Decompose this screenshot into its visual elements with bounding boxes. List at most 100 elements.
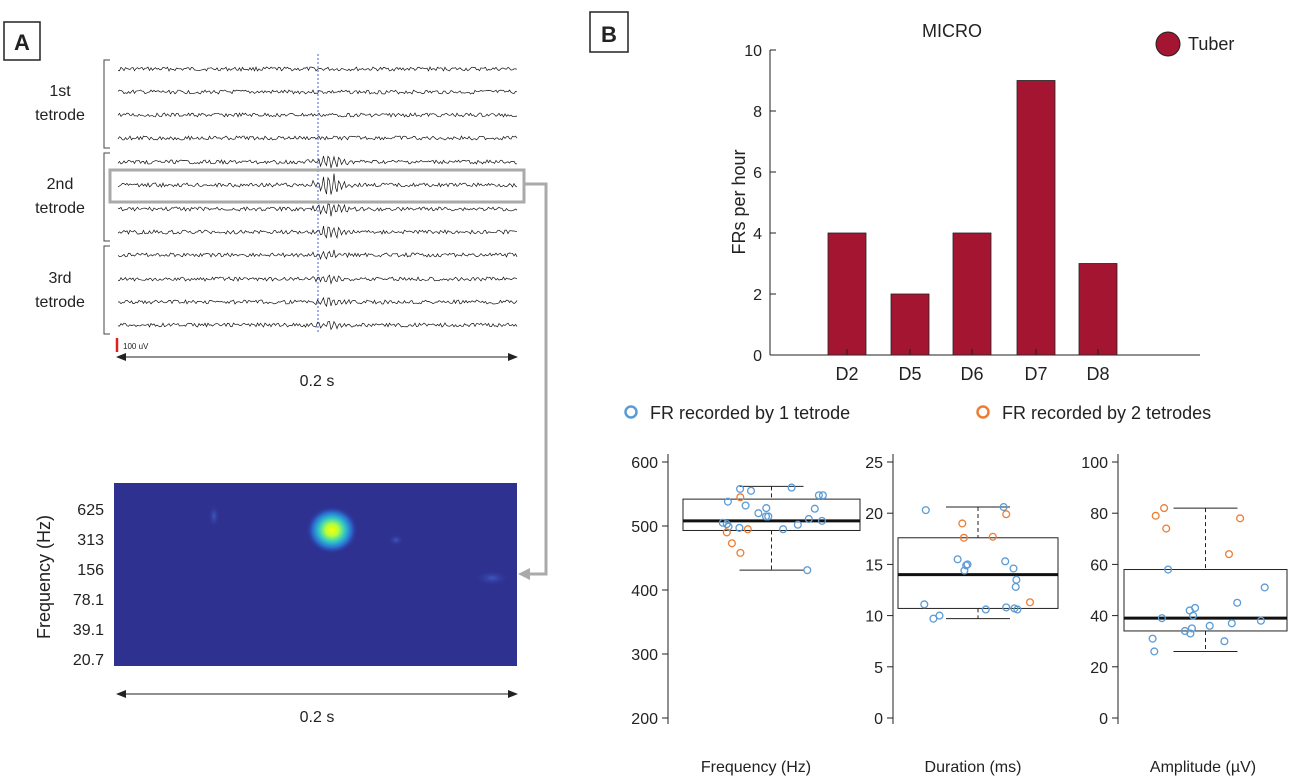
box-xlabel: Duration (ms) — [925, 759, 1022, 776]
bar-xtick-label: D8 — [1086, 364, 1109, 384]
point-1-tetrode — [921, 506, 930, 515]
box-iqr — [897, 537, 1059, 609]
panel-b-label-box — [589, 11, 629, 53]
group-2-label-line2: tetrode — [35, 200, 85, 217]
legend-1-tetrode-label: FR recorded by 1 tetrode — [650, 403, 850, 423]
point-2-tetrodes — [736, 548, 745, 557]
spectrogram-ytick-label: 313 — [77, 532, 104, 549]
panel-a: A 1st tetrode 2nd tetrode 3rd tetrode 10… — [3, 21, 548, 726]
point-1-tetrode — [804, 514, 813, 524]
time-span-arrowhead-left-top — [116, 353, 126, 361]
box-ytick-label: 80 — [1090, 506, 1108, 523]
box-ytick-label: 500 — [631, 519, 658, 536]
legend-1-tetrode-marker — [624, 405, 638, 419]
box-xlabel: Frequency (Hz) — [701, 759, 811, 776]
bar-ytick-label: 8 — [753, 104, 762, 121]
box-ytick-label: 300 — [631, 647, 658, 664]
highlight-connector-arrowhead — [518, 568, 530, 580]
bar-legend-marker — [1155, 31, 1181, 57]
spectrogram-faint-blob-1 — [208, 504, 220, 528]
point-1-tetrode — [1001, 557, 1010, 566]
box-ytick-label: 0 — [1099, 711, 1108, 728]
bar-d6 — [952, 232, 992, 356]
bar-xtick-label: D2 — [835, 364, 858, 384]
point-1-tetrode — [803, 566, 812, 575]
point-1-tetrode — [741, 501, 750, 510]
group-bracket-3 — [103, 245, 110, 335]
bar-xtick-label: D5 — [898, 364, 921, 384]
bar-ytick-label: 4 — [753, 226, 762, 243]
legend-2-tetrodes-label: FR recorded by 2 tetrodes — [1002, 403, 1211, 423]
point-1-tetrode — [814, 491, 823, 500]
bar-d7 — [1016, 80, 1056, 356]
box-ytick-label: 0 — [874, 711, 883, 728]
bar-chart: 0 2 4 6 8 10 D2 D5 D6 D7 D8 — [744, 43, 1200, 384]
spectrogram-faint-blob-2 — [474, 570, 510, 586]
box-ytick-label: 400 — [631, 583, 658, 600]
point-1-tetrode — [953, 555, 962, 564]
point-1-tetrode — [779, 525, 788, 534]
box-iqr — [1123, 569, 1288, 632]
point-2-tetrodes — [1236, 514, 1245, 523]
point-1-tetrode — [793, 520, 802, 529]
point-2-tetrodes — [727, 539, 736, 548]
point-1-tetrode — [1012, 575, 1021, 584]
box-ytick-label: 20 — [865, 506, 883, 523]
bar-chart-ylabel: FRs per hour — [729, 149, 749, 254]
point-1-tetrode — [929, 614, 938, 623]
point-1-tetrode — [787, 483, 796, 492]
box-ytick-label: 60 — [1090, 557, 1108, 574]
point-1-tetrode — [1002, 603, 1011, 612]
point-2-tetrodes — [736, 493, 745, 502]
eeg-trace — [117, 66, 518, 72]
point-1-tetrode — [981, 605, 990, 614]
point-2-tetrodes — [1025, 598, 1035, 607]
point-2-tetrodes — [1162, 524, 1171, 533]
point-1-tetrode — [1013, 605, 1022, 614]
time-span-arrowhead-right-top — [508, 353, 518, 361]
box-ytick-label: 25 — [865, 455, 883, 472]
point-1-tetrode — [1260, 583, 1269, 592]
group-3-label-line2: tetrode — [35, 294, 85, 311]
box-ytick-label: 100 — [1081, 455, 1108, 472]
point-1-tetrode — [1205, 621, 1214, 630]
spectrogram-ytick-label: 156 — [77, 562, 104, 579]
box-ytick-label: 5 — [874, 660, 883, 677]
point-1-tetrode — [1157, 614, 1166, 623]
scale-bar-label: 100 uV — [123, 342, 149, 351]
point-1-tetrode — [1227, 619, 1236, 628]
spectrogram-ytick-label: 39.1 — [73, 622, 104, 639]
point-1-tetrode — [817, 516, 827, 525]
highlight-connector-line — [524, 182, 548, 576]
box-ytick-label: 600 — [631, 455, 658, 472]
point-1-tetrode — [963, 560, 972, 569]
time-span-arrowhead-left-bottom — [116, 690, 126, 698]
point-1-tetrode — [761, 512, 771, 521]
point-1-tetrode — [999, 503, 1008, 512]
eeg-trace — [117, 89, 518, 95]
point-1-tetrode — [1187, 624, 1196, 633]
point-1-tetrode — [920, 600, 929, 609]
spectrogram-ylabel: Frequency (Hz) — [34, 515, 54, 639]
bar-xtick-label: D6 — [960, 364, 983, 384]
panel-b-label: B — [601, 22, 617, 47]
point-1-tetrode — [1189, 611, 1198, 620]
point-1-tetrode — [1256, 616, 1265, 625]
legend-2-tetrodes-marker — [976, 405, 990, 419]
point-1-tetrode — [723, 497, 732, 506]
point-1-tetrode — [1164, 565, 1173, 574]
box-ytick-label: 40 — [1090, 609, 1108, 626]
spectrogram-ytick-label: 20.7 — [73, 652, 104, 669]
highlighted-trace-box — [108, 168, 526, 204]
box-xlabel: Amplitude (µV) — [1150, 759, 1256, 776]
group-1-label-line2: tetrode — [35, 107, 85, 124]
point-1-tetrode — [718, 518, 727, 527]
point-1-tetrode — [1148, 634, 1157, 643]
bar-legend-label: Tuber — [1188, 34, 1234, 54]
point-1-tetrode — [935, 611, 944, 620]
point-1-tetrode — [1150, 647, 1159, 656]
bar-ytick-label: 0 — [753, 348, 762, 365]
bar-d8 — [1078, 263, 1118, 356]
point-1-tetrode — [746, 486, 756, 495]
